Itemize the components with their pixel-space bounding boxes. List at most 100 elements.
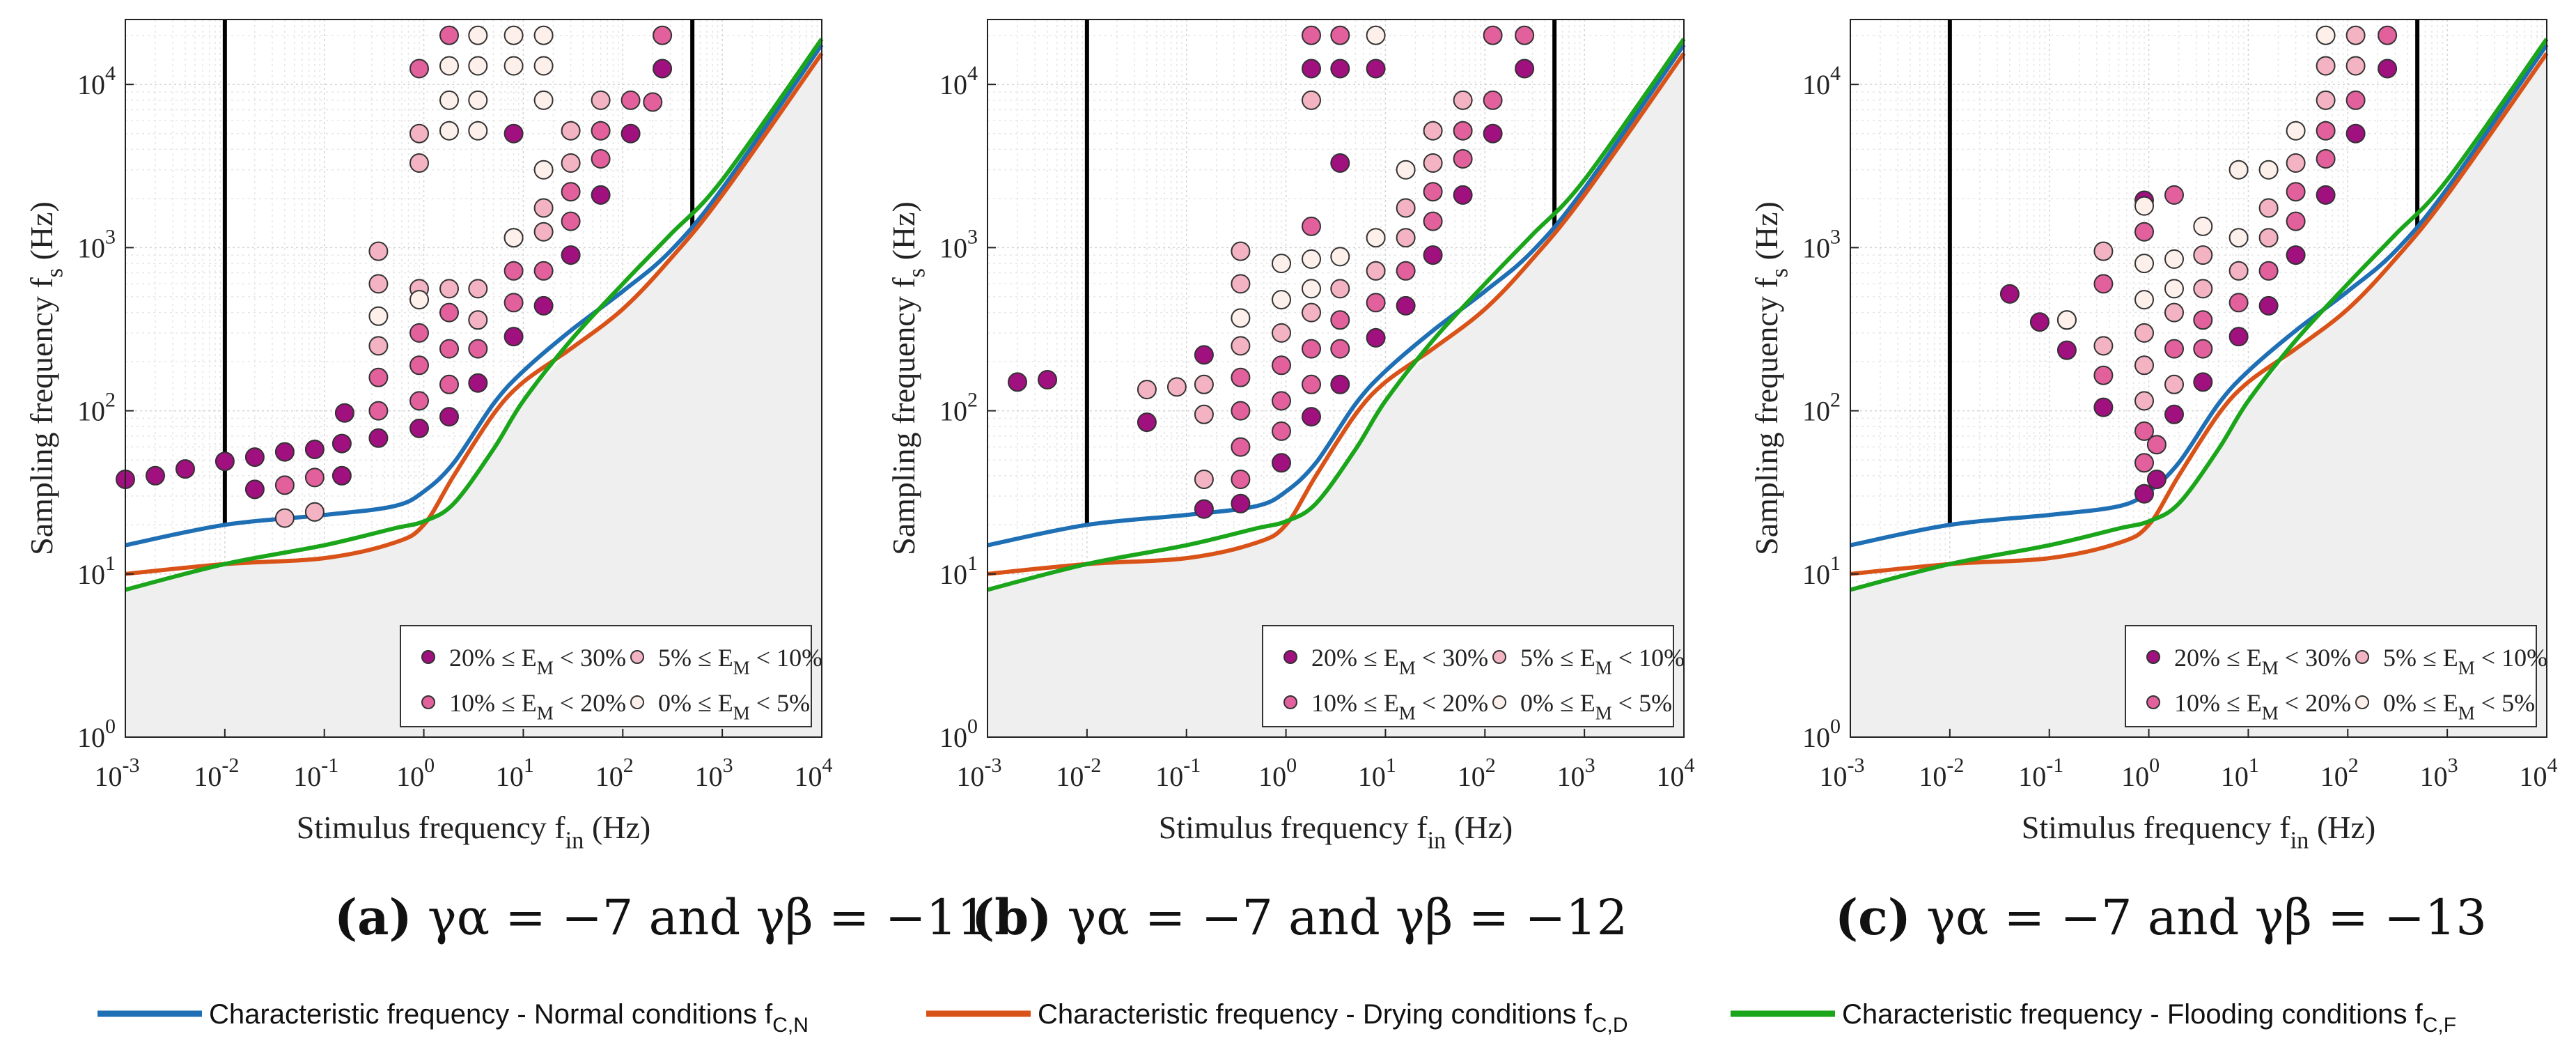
data-point [2286,211,2306,231]
data-point [368,241,389,261]
data-point [2286,182,2306,202]
data-point [1231,401,1251,421]
caption-c-text: γα = −7 and γβ = −13 [1926,889,2487,946]
data-point [1137,380,1157,400]
x-tick-label: 10-2 [1919,754,1964,792]
curve-fcf [125,38,824,592]
data-point [2056,340,2077,360]
data-point [468,310,488,330]
x-axis-label: Stimulus frequency fin (Hz) [2022,810,2375,854]
data-point [468,121,488,141]
legend-marker [1492,650,1506,664]
data-point [1366,59,1386,79]
y-tick-label: 100 [939,715,978,753]
data-point [591,149,611,169]
data-point [1423,121,1443,141]
legend-label: 0% ≤ EM < 5% [1520,689,1672,724]
data-point [439,56,459,76]
legend-label: 5% ≤ EM < 10% [2383,644,2547,679]
x-tick-label: 103 [2420,754,2458,792]
data-point [643,92,663,112]
data-point [1302,59,1321,79]
data-point [1231,437,1251,457]
data-points [1008,25,1535,519]
data-point [2345,90,2366,110]
x-tick-label: 100 [396,754,435,792]
data-point [504,293,524,313]
infeasible-region [988,53,1684,738]
data-point [2164,374,2184,394]
tick-labels: 10-3 10-2 10-1 100 101 102 103 104 100 101 102 103 1… [1802,62,2558,792]
data-point [2316,149,2336,169]
data-point [1330,374,1350,394]
data-point [2134,222,2154,242]
data-point [1302,216,1321,236]
data-point [409,59,429,79]
data-point [368,428,389,448]
data-point [468,373,488,393]
x-tick-label: 10-2 [194,754,239,792]
y-tick-label: 101 [939,552,978,590]
curve-fcd [987,52,1686,576]
data-point [334,403,354,423]
tick-labels: 10-3 10-2 10-1 100 101 102 103 104 100 101 102 103 1… [939,62,1695,792]
data-point [439,339,459,359]
data-point [1453,185,1473,205]
data-point [1330,339,1350,359]
data-point [2134,355,2154,376]
data-point [561,211,581,231]
legend-label: 5% ≤ EM < 10% [1520,644,1685,679]
x-axis-label: Stimulus frequency fin (Hz) [297,810,650,854]
data-point [2164,279,2184,299]
data-point [2193,339,2213,359]
data-point [504,327,524,347]
data-point [368,306,389,326]
data-point [1366,293,1386,313]
data-point [1194,499,1214,519]
legend-label: 20% ≤ EM < 30% [1311,644,1488,679]
x-tick-label: 101 [496,754,534,792]
data-point [2228,160,2249,180]
x-tick-label: 10-3 [95,754,140,792]
caption-c-label: (c) [1835,888,1911,946]
data-point [533,222,554,242]
data-point [2228,327,2249,347]
data-point [2286,153,2306,173]
y-tick-label: 100 [77,715,116,753]
x-tick-label: 10-3 [957,754,1002,792]
x-tick-label: 103 [695,754,733,792]
legend-marker [2355,695,2369,709]
data-point [2134,484,2154,504]
data-point [2164,249,2184,269]
data-point [1453,121,1473,141]
data-point [1999,284,2020,304]
data-point [1302,249,1321,269]
data-point [1302,302,1321,323]
data-point [1272,453,1291,473]
data-point [1194,374,1214,394]
legend-label: 20% ≤ EM < 30% [2174,644,2351,679]
data-point [2378,25,2398,45]
data-point [468,90,488,110]
axes-frame [987,19,1685,738]
data-point [1231,470,1251,489]
data-point [1366,228,1386,248]
data-point [533,56,554,76]
data-point [591,121,611,141]
data-point [1302,25,1321,45]
data-point [439,121,459,141]
y-tick-label: 100 [1802,715,1841,753]
data-point [2193,216,2213,236]
data-point [175,459,195,479]
data-point [2056,310,2077,330]
y-axis-label: Sampling frequency fs (Hz) [24,201,68,555]
data-point [146,465,165,486]
data-point [1330,310,1350,330]
data-point [1272,290,1291,310]
bottom-legend: Characteristic frequency - Normal condit… [97,999,2456,1037]
caption-b-text: γα = −7 and γβ = −12 [1067,889,1628,946]
data-point [368,336,389,356]
data-point [1366,261,1386,281]
data-point [1423,153,1443,173]
data-point [2345,25,2366,45]
